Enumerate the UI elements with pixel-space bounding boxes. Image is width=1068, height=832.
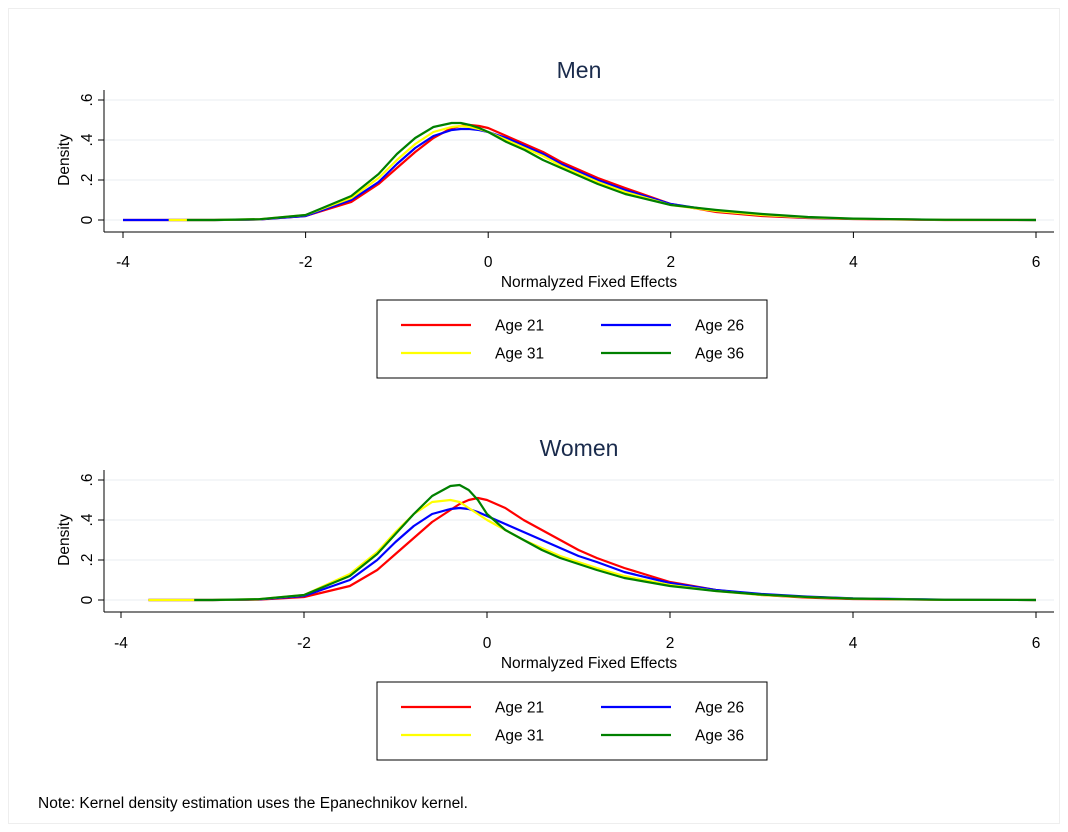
legend-box [376,681,768,761]
series-line-age-26 [148,506,1037,602]
x-tick-label: 6 [1032,635,1041,652]
y-tick-label: .2 [79,554,96,567]
y-tick-label: .6 [79,94,96,107]
legend-label: Age 26 [695,700,744,717]
legend-label: Age 36 [695,346,744,363]
x-tick-label: -4 [114,635,128,652]
y-tick-label: 0 [79,595,96,604]
x-tick-label: -2 [297,635,311,652]
chart-legend: Age 21 Age 26 Age 31 Age 36 [376,681,768,761]
series-line-age-21 [148,496,1037,602]
x-tick-label: 4 [849,254,858,271]
y-tick-label: .2 [79,174,96,187]
x-axis-label: Normalyzed Fixed Effects [501,274,678,291]
x-tick-label: -2 [299,254,313,271]
figure-note: Note: Kernel density estimation uses the… [38,795,468,812]
legend-box [376,299,768,379]
x-tick-label: -4 [116,254,130,271]
legend-label: Age 36 [695,728,744,745]
x-tick-label: 0 [483,635,492,652]
legend-label: Age 31 [495,728,544,745]
y-tick-label: .4 [79,133,96,146]
y-axis-label: Density [56,134,73,186]
legend-label: Age 21 [495,700,544,717]
chart-panel-2: Women 0 .2 .4 .6 -4 -2 0 2 4 6 Normalyzed Fixed Eff… [56,435,1054,761]
series-line-age-36 [186,121,1037,222]
series-line-age-31 [148,498,1037,602]
x-tick-label: 2 [666,254,675,271]
x-tick-label: 2 [666,635,675,652]
x-tick-label: 4 [849,635,858,652]
legend-label: Age 26 [695,318,744,335]
y-tick-label: .4 [79,513,96,526]
series-line-age-36 [194,483,1037,602]
x-tick-label: 6 [1032,254,1041,271]
legend-label: Age 31 [495,346,544,363]
x-tick-label: 0 [484,254,493,271]
y-tick-label: .6 [79,474,96,487]
y-axis-label: Density [56,514,73,566]
chart-title: Men [557,57,602,83]
chart-panel-1: Men 0 .2 .4 .6 -4 -2 0 2 4 6 Normalyzed Fixed Effec… [56,57,1054,379]
chart-legend: Age 21 Age 26 Age 31 Age 36 [376,299,768,379]
chart-title: Women [540,435,619,461]
legend-label: Age 21 [495,318,544,335]
y-tick-label: 0 [79,215,96,224]
x-axis-label: Normalyzed Fixed Effects [501,655,678,672]
